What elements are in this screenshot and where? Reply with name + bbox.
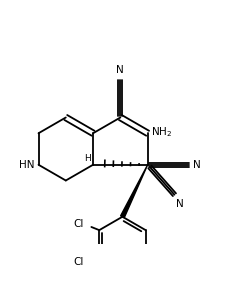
Polygon shape (121, 165, 148, 218)
Text: Cl: Cl (73, 257, 83, 267)
Text: N: N (176, 199, 184, 209)
Text: N: N (116, 65, 124, 75)
Text: H: H (84, 154, 91, 163)
Text: N: N (193, 160, 201, 170)
Text: Cl: Cl (73, 219, 83, 229)
Text: HN: HN (19, 160, 35, 170)
Text: NH$_2$: NH$_2$ (152, 125, 173, 139)
